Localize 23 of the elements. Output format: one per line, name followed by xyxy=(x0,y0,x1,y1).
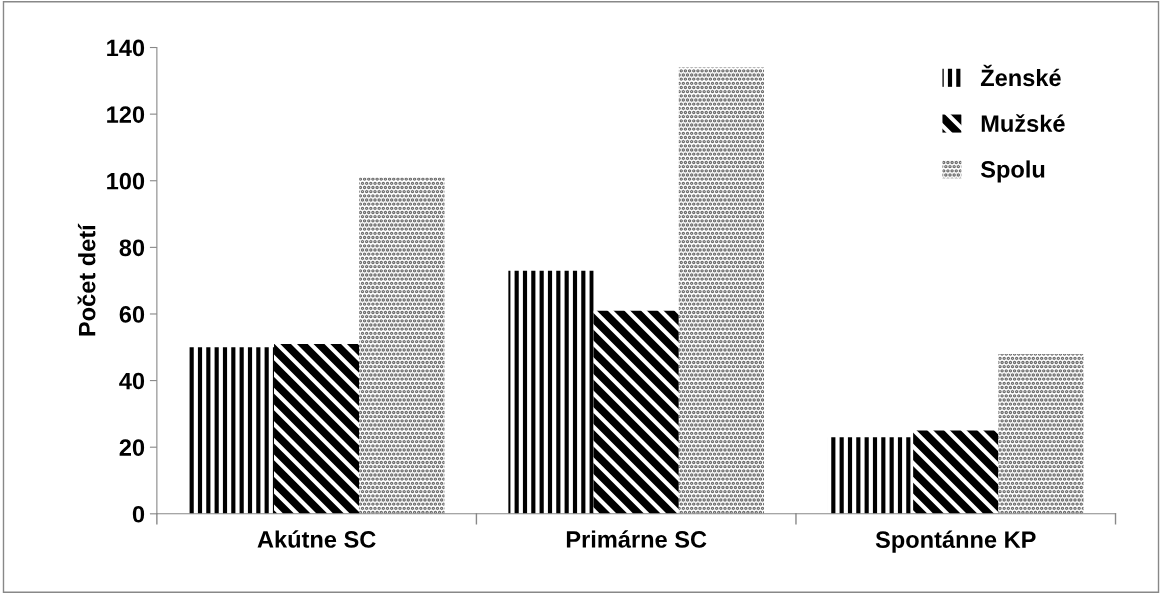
bar xyxy=(188,347,275,514)
y-axis-title: Počet detí xyxy=(77,223,96,336)
y-tick-label: 120 xyxy=(107,106,145,123)
y-tick-label: 20 xyxy=(119,439,145,456)
bar xyxy=(274,343,360,514)
y-tick-label: 40 xyxy=(119,372,145,390)
x-tick-label: Spontánne KP xyxy=(875,530,1036,553)
y-tick-label: 140 xyxy=(107,39,145,57)
y-tick-label: 0 xyxy=(132,505,145,523)
legend-label: Ženské xyxy=(980,64,1061,87)
bar xyxy=(359,177,445,514)
bar xyxy=(508,270,594,514)
bar xyxy=(998,353,1084,514)
bar xyxy=(913,430,999,514)
legend-label: Mužské xyxy=(981,114,1065,132)
bar xyxy=(678,67,765,514)
x-tick-label: Primárne SC xyxy=(566,530,707,548)
x-tick-label: Akútne SC xyxy=(257,530,376,548)
y-tick-label: 80 xyxy=(119,239,145,257)
y-tick-label: 100 xyxy=(107,172,145,190)
legend-label: Spolu xyxy=(980,160,1045,183)
bar xyxy=(593,310,679,514)
y-tick-label: 60 xyxy=(119,306,145,323)
